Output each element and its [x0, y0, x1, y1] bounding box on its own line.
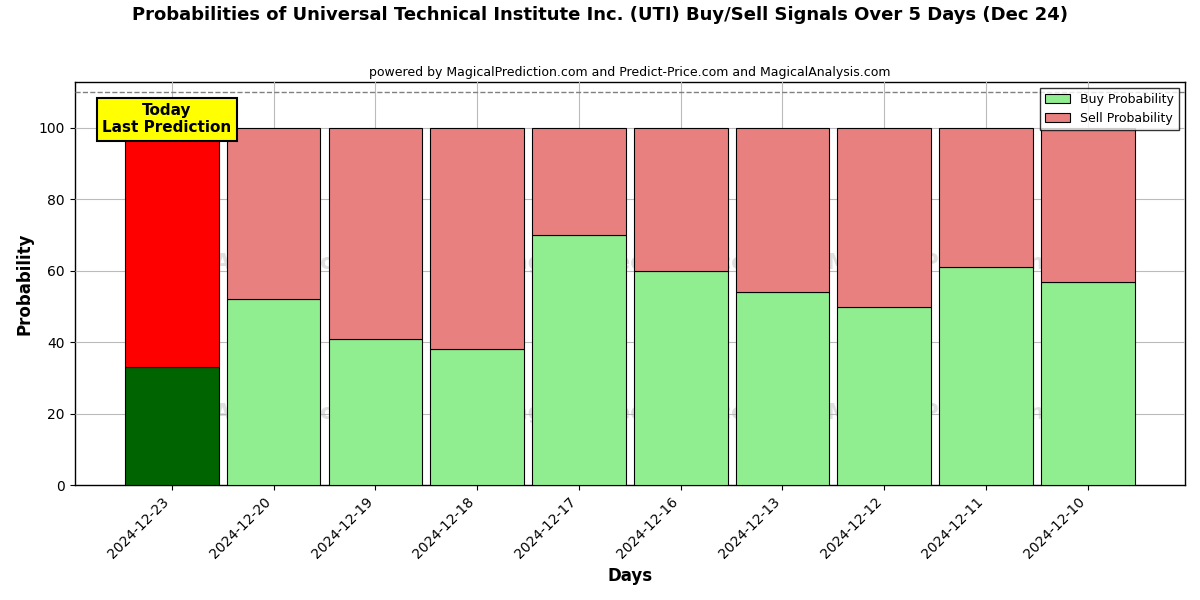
Bar [532, 235, 625, 485]
Bar [329, 339, 422, 485]
Bar [634, 271, 727, 485]
Text: Probabilities of Universal Technical Institute Inc. (UTI) Buy/Sell Signals Over : Probabilities of Universal Technical Ins… [132, 6, 1068, 24]
Text: calAnalysis.com: calAnalysis.com [181, 403, 368, 422]
Bar [125, 128, 218, 367]
Bar [940, 128, 1033, 267]
Text: MagicallPrediction.com: MagicallPrediction.com [826, 403, 1100, 422]
Bar [634, 128, 727, 271]
Bar [227, 128, 320, 299]
Text: MagicallPrediction.com: MagicallPrediction.com [493, 253, 767, 273]
Bar [431, 349, 524, 485]
Bar [736, 292, 829, 485]
Bar [940, 267, 1033, 485]
Legend: Buy Probability, Sell Probability: Buy Probability, Sell Probability [1040, 88, 1178, 130]
X-axis label: Days: Days [607, 567, 653, 585]
Bar [1040, 281, 1134, 485]
Text: MagicallPrediction.com: MagicallPrediction.com [826, 253, 1100, 273]
Bar [838, 307, 931, 485]
Bar [227, 299, 320, 485]
Bar [431, 128, 524, 349]
Bar [329, 128, 422, 339]
Y-axis label: Probability: Probability [16, 232, 34, 335]
Bar [838, 128, 931, 307]
Bar [736, 128, 829, 292]
Bar [532, 128, 625, 235]
Bar [125, 367, 218, 485]
Text: MagicallPrediction.com: MagicallPrediction.com [493, 403, 767, 422]
Text: Today
Last Prediction: Today Last Prediction [102, 103, 232, 136]
Bar [1040, 128, 1134, 281]
Text: calAnalysis.com: calAnalysis.com [181, 253, 368, 273]
Title: powered by MagicalPrediction.com and Predict-Price.com and MagicalAnalysis.com: powered by MagicalPrediction.com and Pre… [370, 66, 890, 79]
